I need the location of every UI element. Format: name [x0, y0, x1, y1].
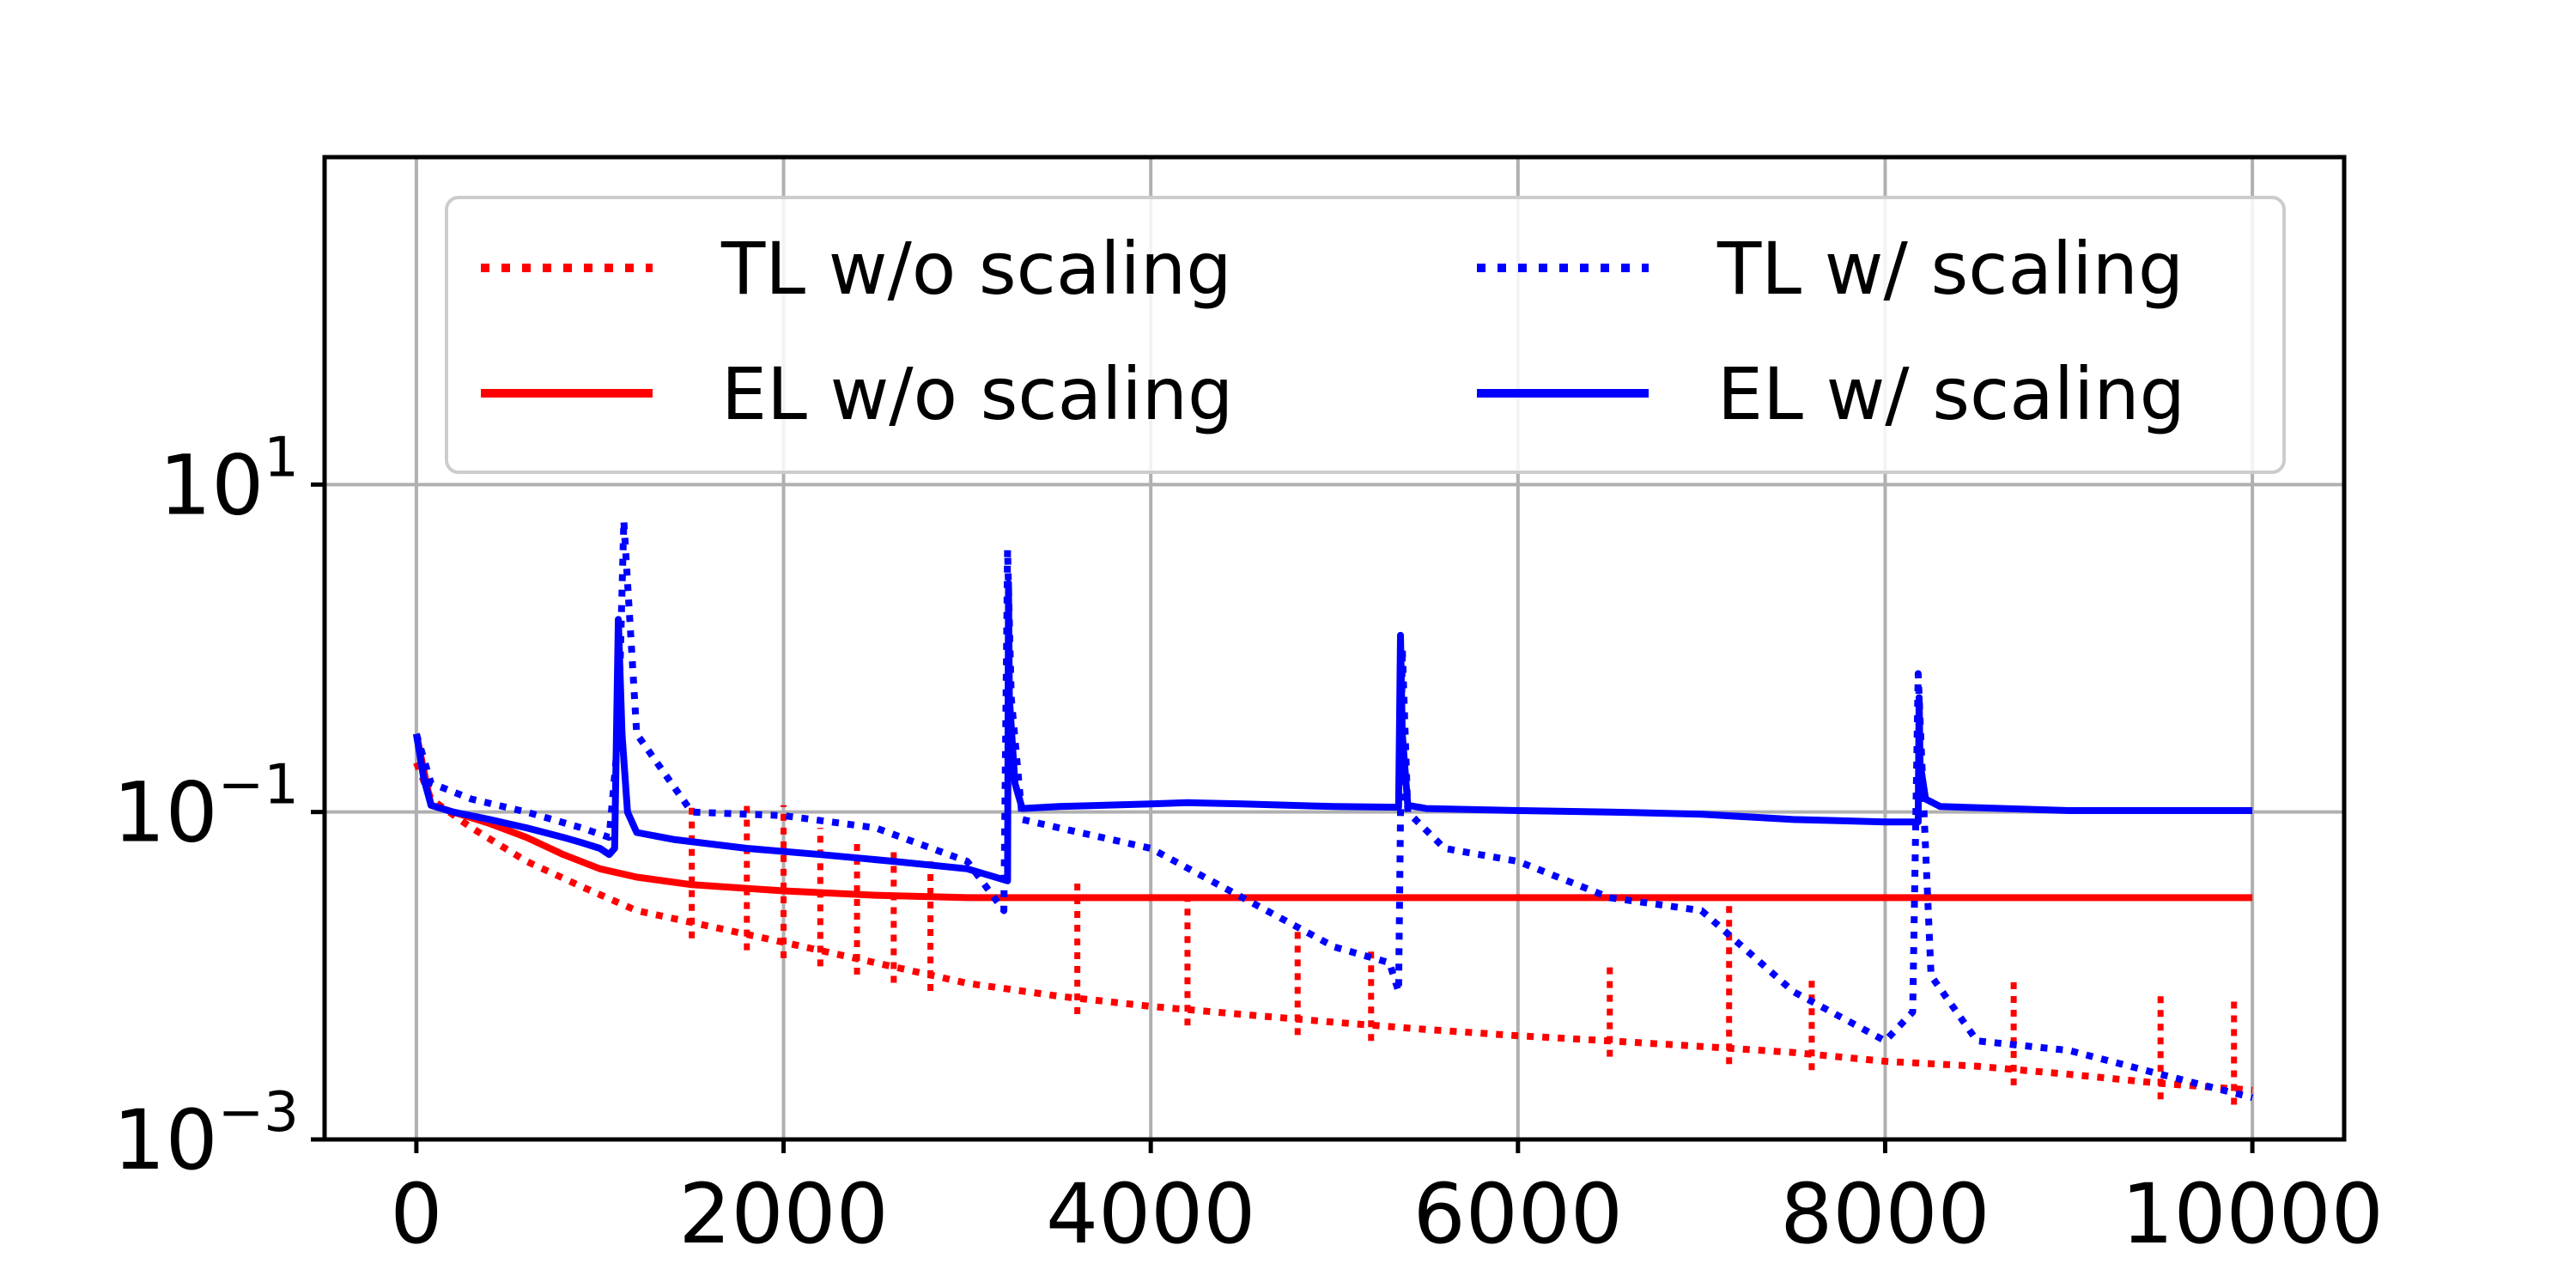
series-layer	[412, 517, 2254, 1105]
series-tl-w-o-scaling	[413, 761, 2253, 1105]
legend-label: EL w/o scaling	[721, 352, 1233, 436]
legend: TL w/o scaling EL w/o scaling TL w/ scalin…	[445, 196, 2286, 474]
y-tick-label: 10−3	[113, 1081, 300, 1188]
legend-label: TL w/ scaling	[1716, 227, 2184, 311]
series-line	[412, 580, 2253, 884]
ticks: 0 2000 4000 6000 8000 10000 10−3 10−1 101	[113, 426, 2384, 1262]
y-tick-label: 10−1	[113, 754, 300, 861]
series-line	[413, 517, 2254, 1102]
series-line	[412, 732, 2253, 902]
series-line	[413, 761, 2253, 1094]
legend-box	[445, 196, 2286, 474]
x-tick-label: 10000	[2121, 1166, 2383, 1262]
series-el-w-o-scaling	[412, 732, 2253, 902]
x-tick-label: 8000	[1780, 1166, 1990, 1262]
series-tl-w-scaling	[413, 517, 2254, 1102]
series-el-w-scaling	[412, 580, 2253, 884]
plot-frame	[322, 155, 2347, 1142]
x-tick-label: 0	[390, 1166, 442, 1262]
x-tick-label: 6000	[1413, 1166, 1623, 1262]
x-tick-label: 4000	[1046, 1166, 1255, 1262]
y-tick-label: 101	[159, 426, 299, 533]
x-tick-label: 2000	[678, 1166, 888, 1262]
legend-label: EL w/ scaling	[1717, 352, 2185, 436]
legend-label: TL w/o scaling	[720, 227, 1232, 311]
